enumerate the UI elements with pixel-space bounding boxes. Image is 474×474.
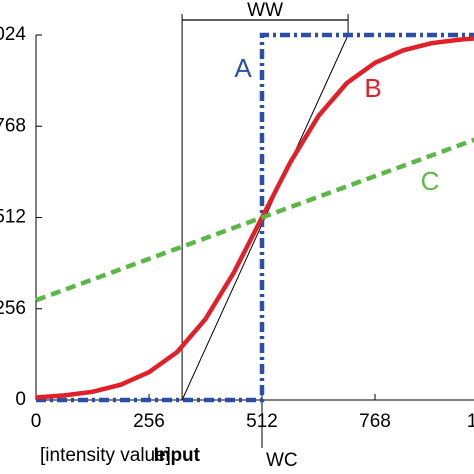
y-tick-label: 256 — [0, 298, 26, 319]
y-tick-label: 512 — [0, 207, 26, 228]
y-tick-label: 1024 — [0, 24, 26, 45]
wc-label: WC — [266, 450, 298, 471]
series-label: A — [234, 53, 252, 83]
x-tick-label: 0 — [31, 411, 42, 432]
ww-label: WW — [247, 0, 283, 21]
x-axis-label: Input — [154, 445, 201, 466]
x-tick-label: 768 — [359, 411, 391, 432]
x-label-name: Input — [154, 445, 201, 466]
series-line — [36, 32, 474, 403]
y-tick-label: 768 — [0, 115, 26, 136]
series-line — [35, 137, 474, 303]
series-label: B — [364, 73, 381, 103]
y-tick-label: 0 — [15, 389, 26, 410]
x-tick-label: 1024 — [467, 411, 474, 432]
x-axis-unit: [intensity value] — [40, 445, 171, 466]
series-line — [35, 36, 474, 400]
series-label: C — [421, 166, 440, 196]
x-tick-label: 256 — [133, 411, 165, 432]
